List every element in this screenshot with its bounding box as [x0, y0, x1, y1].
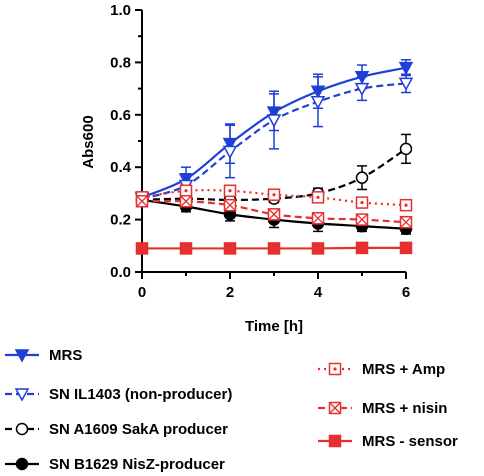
- legend-item-6: MRS + nisin: [318, 400, 447, 417]
- legend-item-4: SN B1629 NisZ-producer: [5, 456, 225, 473]
- x-axis-title: Time [h]: [245, 318, 303, 335]
- legend: MRS SN IL1403 (non-producer) SN A1609 SakA…: [5, 347, 458, 473]
- series-7: [135, 241, 413, 255]
- data-point: [135, 242, 149, 255]
- data-point: [355, 171, 369, 184]
- legend-label: SN B1629 NisZ-producer: [49, 456, 225, 473]
- data-point: [223, 242, 237, 255]
- data-point: [267, 208, 281, 221]
- data-point: [223, 184, 237, 198]
- data-point: [311, 191, 325, 204]
- legend-marker: [15, 422, 29, 436]
- data-point: [266, 114, 282, 128]
- y-tick-label: 0.0: [110, 264, 131, 281]
- data-point: [179, 195, 193, 208]
- data-point: [311, 212, 325, 225]
- series-layer: [134, 59, 414, 255]
- data-point: [267, 188, 281, 201]
- data-point: [223, 198, 237, 212]
- data-point: [267, 242, 281, 255]
- data-point: [355, 196, 369, 209]
- y-tick-label: 0.8: [110, 54, 131, 71]
- x-tick-label: 0: [138, 284, 146, 301]
- data-point: [354, 82, 370, 97]
- legend-marker: [328, 362, 342, 376]
- x-tick-label: 6: [402, 284, 410, 301]
- data-point: [399, 215, 413, 229]
- series-6: [135, 195, 413, 229]
- legend-item-1: MRS: [5, 347, 82, 364]
- data-point: [398, 77, 414, 91]
- y-axis-title: Abs600: [80, 115, 97, 168]
- data-point: [179, 242, 193, 255]
- data-point: [398, 61, 414, 76]
- x-tick-label: 2: [226, 284, 234, 301]
- data-point: [399, 198, 413, 212]
- legend-label: SN A1609 SakA producer: [49, 421, 228, 438]
- data-point: [179, 184, 193, 198]
- series-2: [134, 73, 414, 207]
- y-tick-label: 0.4: [110, 159, 132, 176]
- legend-marker: [328, 401, 342, 415]
- legend-label: MRS - sensor: [362, 433, 458, 450]
- data-point: [310, 95, 326, 110]
- legend-item-2: SN IL1403 (non-producer): [5, 386, 232, 403]
- y-tick-label: 0.2: [110, 212, 131, 229]
- data-point: [355, 213, 369, 226]
- legend-item-3: SN A1609 SakA producer: [5, 421, 228, 438]
- data-point: [399, 241, 413, 255]
- legend-marker: [14, 349, 30, 363]
- legend-label: MRS + nisin: [362, 400, 447, 417]
- legend-item-7: MRS - sensor: [318, 433, 458, 450]
- y-tick-label: 0.6: [110, 107, 131, 124]
- data-point: [222, 145, 238, 160]
- data-point: [355, 241, 369, 255]
- legend-label: MRS + Amp: [362, 361, 445, 378]
- x-tick-label: 4: [314, 284, 323, 301]
- y-tick-label: 1.0: [110, 2, 131, 19]
- data-point: [399, 142, 413, 156]
- legend-marker: [14, 388, 30, 402]
- axes: 0.0 0.2 0.4 0.6 0.8 1.0 0 2 4 6: [110, 2, 410, 301]
- legend-item-5: MRS + Amp: [318, 361, 445, 378]
- data-point: [135, 195, 149, 208]
- legend-label: SN IL1403 (non-producer): [49, 386, 232, 403]
- data-point: [311, 242, 325, 255]
- legend-label: MRS: [49, 347, 82, 364]
- legend-marker: [328, 434, 342, 448]
- legend-marker: [15, 457, 29, 471]
